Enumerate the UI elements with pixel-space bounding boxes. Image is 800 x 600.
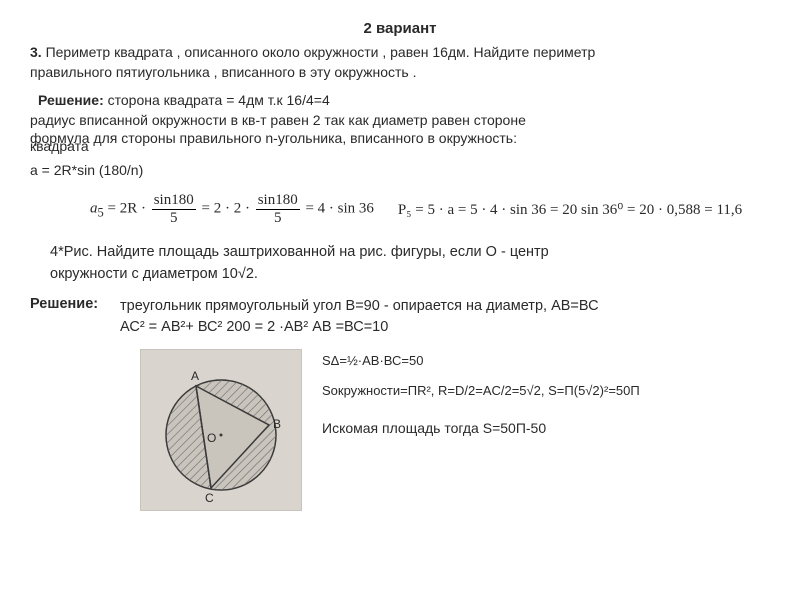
solution-label-4: Решение:: [30, 296, 104, 312]
label-O: O: [207, 431, 216, 445]
frac1-bot: 5: [168, 210, 180, 227]
solution-4-text: треугольник прямоугольный угол В=90 - оп…: [120, 296, 599, 340]
calc1: SΔ=½·АВ·ВС=50: [322, 349, 640, 372]
formula-mid1: = 2 · 2 ·: [198, 201, 254, 217]
label-B: B: [273, 417, 281, 431]
frac2-bot: 5: [272, 210, 284, 227]
formula-end1: = 4 · sin 36: [302, 201, 374, 217]
solution-4-row: Решение: треугольник прямоугольный угол …: [30, 296, 770, 340]
circle-triangle-figure: A B C O: [141, 350, 301, 510]
figure-row: A B C O SΔ=½·АВ·ВС=50 Sокружности=ПR², R…: [140, 349, 770, 511]
sol3-line4: a = 2R*sin (180/n): [30, 162, 770, 178]
sol4-line1: треугольник прямоугольный угол В=90 - оп…: [120, 296, 599, 318]
calc3: Искомая площадь тогда S=50П-50: [322, 416, 640, 441]
formula-a5-a: a: [90, 201, 98, 217]
sol4-line2: АС² = АВ²+ ВС² 200 = 2 ·АВ² АВ =ВС=10: [120, 317, 599, 339]
formula-row: a5 = 2R · sin1805 = 2 · 2 · sin1805 = 4 …: [90, 192, 770, 226]
variant-title: 2 вариант: [30, 20, 770, 37]
problem-4: 4*Рис. Найдите площадь заштрихованной на…: [50, 242, 770, 286]
formula-p5: P₅ = 5 · a = 5 · 4 · sin 36 = 20 sin 36⁰…: [398, 200, 742, 219]
problem-3-text2: правильного пятиугольника , вписанного в…: [30, 64, 416, 80]
label-C: C: [205, 491, 214, 505]
formula-eq1: = 2R ·: [104, 201, 150, 217]
figure-box: A B C O: [140, 349, 302, 511]
sol3-line1: сторона квадрата = 4дм т.к 16/4=4: [108, 92, 330, 108]
problem-3: 3. Периметр квадрата , описанного около …: [30, 43, 770, 82]
sol3-line3b: формула для стороны правильного n-угольн…: [30, 130, 517, 146]
problem-4-text1: 4*Рис. Найдите площадь заштрихованной на…: [50, 242, 770, 264]
frac2-top: sin180: [256, 192, 300, 210]
sol3-line2: радиус вписанной окружности в кв-т равен…: [30, 112, 770, 128]
formula-a5: a5 = 2R · sin1805 = 2 · 2 · sin1805 = 4 …: [90, 192, 374, 226]
calc2: Sокружности=ПR², R=D/2=AC/2=5√2, S=П(5√2…: [322, 379, 640, 402]
problem-3-text1: Периметр квадрата , описанного около окр…: [46, 44, 596, 60]
frac1-top: sin180: [152, 192, 196, 210]
problem-3-number: 3.: [30, 44, 42, 60]
label-A: A: [191, 369, 199, 383]
figure-calcs: SΔ=½·АВ·ВС=50 Sокружности=ПR², R=D/2=AC/…: [322, 349, 640, 441]
solution-label-3: Решение:: [38, 92, 104, 108]
problem-4-text2: окружности с диаметром 10√2.: [50, 264, 770, 286]
